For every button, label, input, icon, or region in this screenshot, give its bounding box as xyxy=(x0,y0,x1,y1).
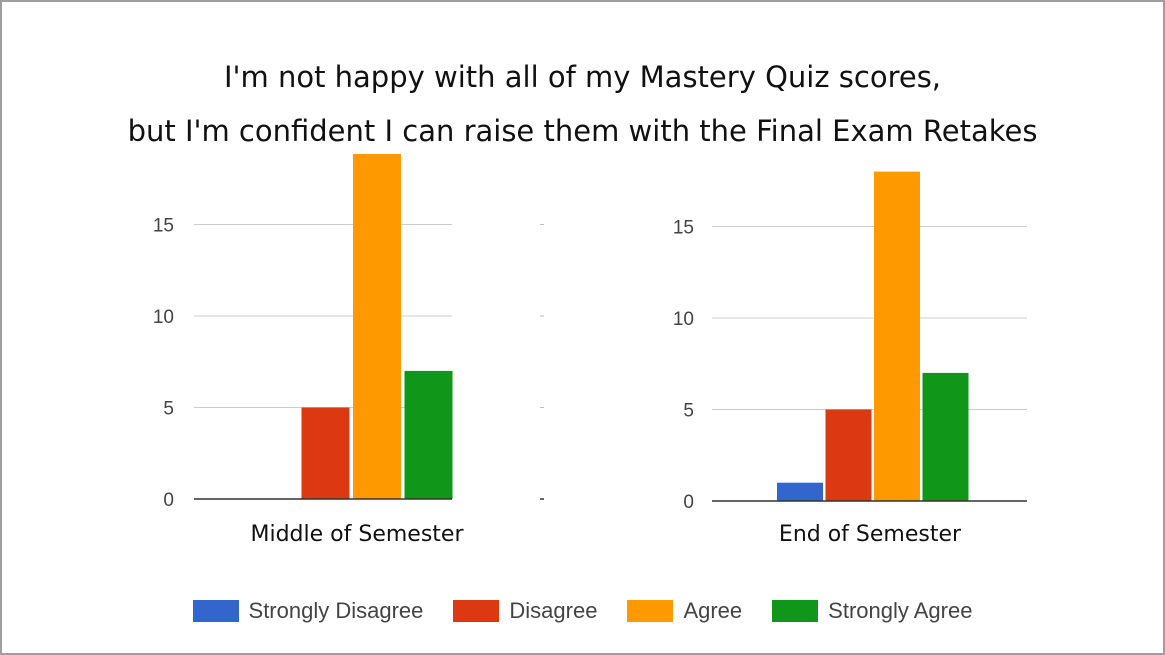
legend-item-agree: Agree xyxy=(627,598,742,624)
y-tick-label: 10 xyxy=(673,309,694,330)
legend-label-agree: Agree xyxy=(683,598,743,623)
panel-label: Middle of Semester xyxy=(251,522,465,547)
bar-strongly-disagree xyxy=(777,482,823,501)
bar-disagree xyxy=(301,407,350,499)
chart-title: I'm not happy with all of my Mastery Qui… xyxy=(2,50,1163,158)
bar-strongly-agree xyxy=(922,372,969,501)
panel-label: End of Semester xyxy=(779,522,962,547)
legend-item-disagree: Disagree xyxy=(453,598,597,624)
y-tick-label: 15 xyxy=(673,218,694,239)
chart-middle-of-semester: 0 5 10 15 Middle of Semester xyxy=(153,154,544,547)
y-tick-label: 10 xyxy=(153,307,174,328)
legend-label-strongly-disagree: Strongly Disagree xyxy=(248,598,424,623)
bar-agree xyxy=(874,171,920,501)
legend-swatch-disagree xyxy=(453,600,500,622)
legend-item-strongly-disagree: Strongly Disagree xyxy=(192,598,424,624)
bar-strongly-agree xyxy=(404,370,453,499)
title-line-1: I'm not happy with all of my Mastery Qui… xyxy=(223,60,942,94)
legend-swatch-strongly-agree xyxy=(772,600,819,622)
legend: Strongly Disagree Disagree Agree Strongl… xyxy=(2,598,1163,624)
chart-end-of-semester: 0 5 10 15 End of Semester xyxy=(673,171,1027,547)
y-tick-label: 0 xyxy=(683,492,694,513)
legend-swatch-agree xyxy=(627,600,674,622)
legend-label-disagree: Disagree xyxy=(509,598,598,623)
y-tick-label: 5 xyxy=(683,401,694,422)
bar-agree xyxy=(353,154,401,500)
y-tick-label: 0 xyxy=(163,490,174,511)
legend-label-strongly-agree: Strongly Agree xyxy=(828,598,973,623)
legend-swatch-strongly-disagree xyxy=(192,600,239,622)
title-line-2: but I'm confident I can raise them with … xyxy=(127,114,1038,148)
legend-item-strongly-agree: Strongly Agree xyxy=(772,598,972,624)
y-tick-label: 5 xyxy=(163,399,174,420)
bar-disagree xyxy=(825,409,872,501)
y-tick-label: 15 xyxy=(153,216,174,237)
